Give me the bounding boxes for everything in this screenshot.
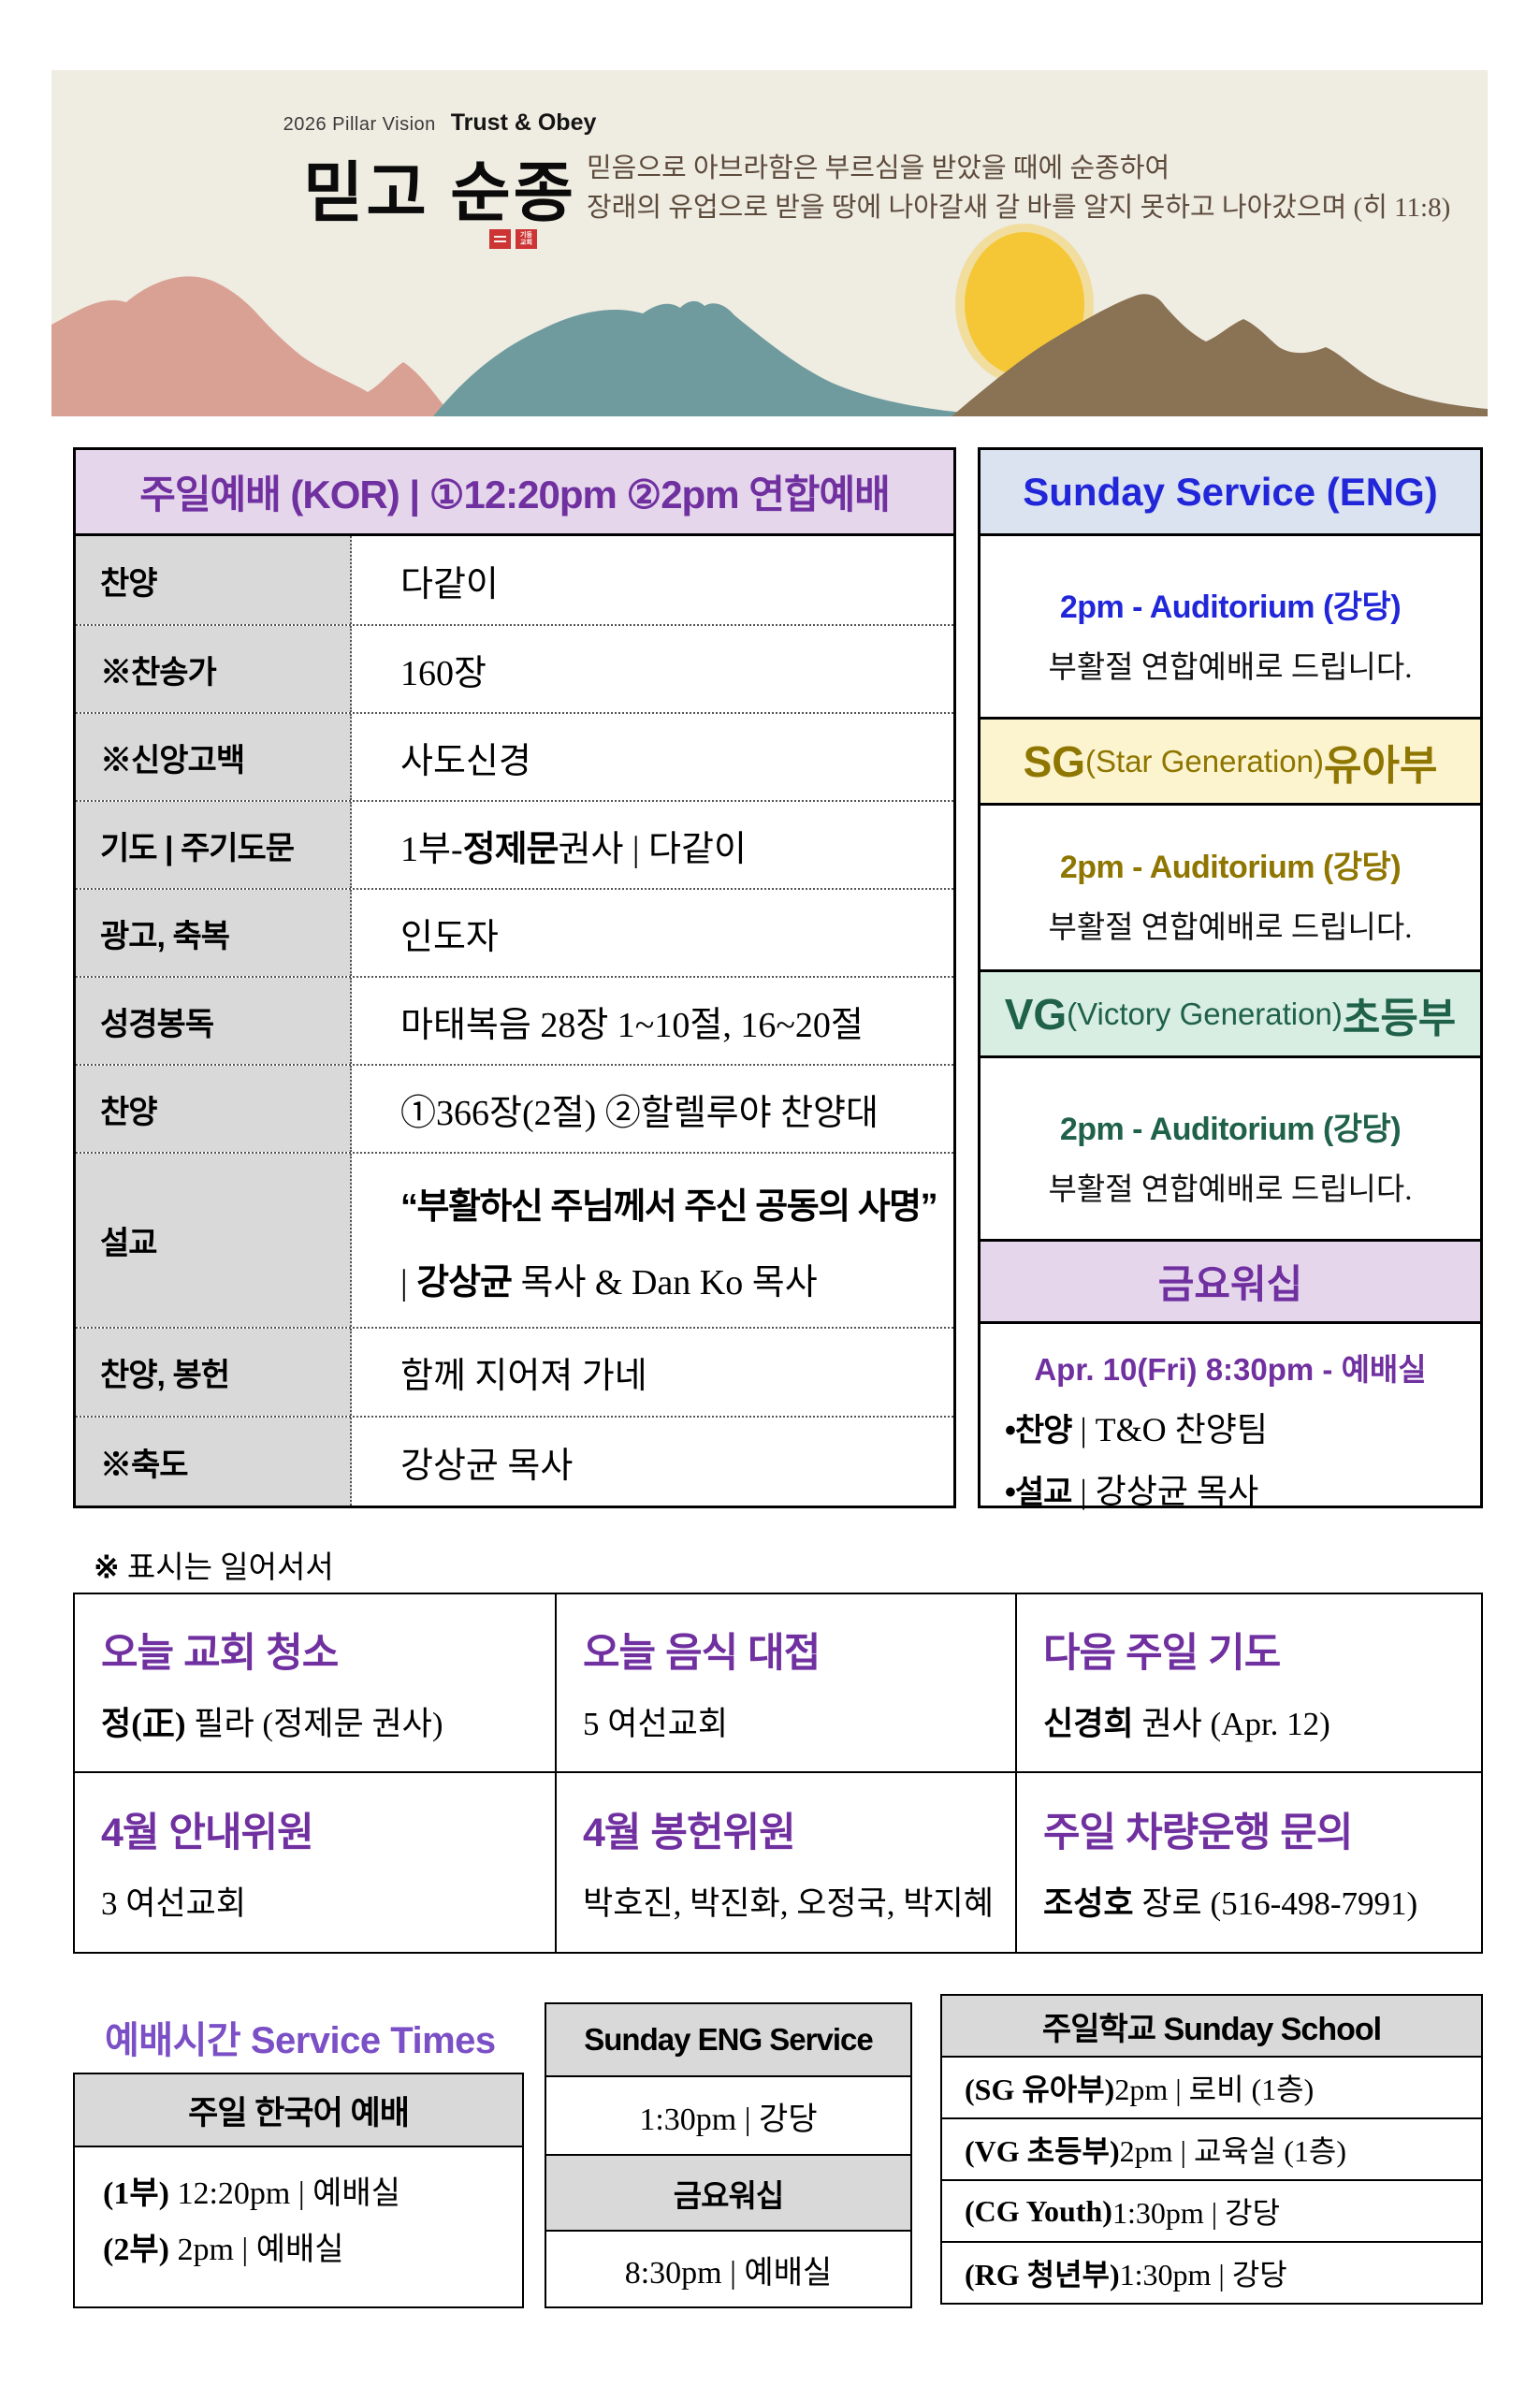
row-value: 강상균 목사	[400, 1446, 574, 1486]
row-label: ※축도	[76, 1418, 352, 1506]
eng-times-header: Sunday ENG Service	[546, 2004, 910, 2077]
row-value: 인도자	[400, 917, 499, 957]
row-value: 160장	[400, 653, 487, 693]
row-label: ※찬송가	[76, 626, 352, 712]
seal-stamp-church-icon: 기둥 교회	[516, 229, 537, 249]
banner: 2026 Pillar Vision Trust & Obey 믿고 순종 기둥…	[51, 70, 1488, 416]
friday-worship-body: Apr. 10(Fri) 8:30pm - 예배실 •찬양 | T&O 찬양팀 …	[981, 1324, 1480, 1513]
kor-times-table: 주일 한국어 예배 (1부) 12:20pm | 예배실 (2부) 2pm | …	[73, 2073, 524, 2308]
eng-times-table: Sunday ENG Service 1:30pm | 강당 금요워십 8:30…	[545, 2002, 912, 2308]
mountain-landscape-art	[51, 70, 1488, 416]
duty-cell-next-prayer: 다음 주일 기도 신경희 권사 (Apr. 12)	[1017, 1594, 1481, 1773]
church-logo-block: 2026 Pillar Vision Trust & Obey 믿고 순종	[281, 109, 599, 235]
vg-body: 2pm - Auditorium (강당) 부활절 연합예배로 드립니다.	[981, 1058, 1480, 1242]
friday-times-body: 8:30pm | 예배실	[624, 2255, 833, 2291]
sermon-value: “부활하신 주님께서 주신 공동의 사명” | 강상균 목사 & Dan Ko …	[352, 1154, 953, 1327]
row-value: 사도신경	[400, 741, 531, 781]
service-times-title: 예배시간 Service Times	[105, 2020, 496, 2061]
row-value: 함께 지어져 가네	[400, 1357, 647, 1396]
kor-times-row: (1부) 12:20pm | 예배실	[103, 2176, 400, 2211]
table-row: 찬양 다같이	[76, 536, 953, 624]
sermon-title: “부활하신 주님께서 주신 공동의 사명”	[400, 1186, 938, 1227]
row-label: 기도 | 주기도문	[76, 802, 352, 888]
table-row-sermon: 설교 “부활하신 주님께서 주신 공동의 사명” | 강상균 목사 & Dan …	[76, 1152, 953, 1327]
vg-note: 부활절 연합예배로 드립니다.	[1048, 1173, 1413, 1207]
kor-service-table: 주일예배 (KOR) | ①12:20pm ②2pm 연합예배 찬양 다같이 ※…	[73, 447, 956, 1508]
eng-service-time: 2pm - Auditorium (강당)	[1059, 589, 1402, 625]
table-row: ※찬송가 160장	[76, 624, 953, 712]
sunday-school-row: (CG Youth) 1:30pm | 강당	[942, 2179, 1481, 2241]
standing-footnote: ※ 표시는 일어서서	[94, 1549, 334, 1585]
duty-cell-transport: 주일 차량운행 문의 조성호 장로 (516-498-7991)	[1043, 1811, 1418, 1922]
kor-service-title: 주일예배 (KOR) | ①12:20pm ②2pm 연합예배	[76, 450, 953, 536]
row-value: 다같이	[400, 564, 499, 604]
sunday-school-row: (RG 청년부) 1:30pm | 강당	[942, 2241, 1481, 2303]
sg-header: SG (Star Generation) 유아부	[981, 720, 1480, 806]
table-row: ※축도 강상균 목사	[76, 1416, 953, 1506]
duty-table: 오늘 교회 청소 정(正) 필라 (정제문 권사) 오늘 음식 대접 5 여선교…	[73, 1593, 1483, 1954]
sg-body: 2pm - Auditorium (강당) 부활절 연합예배로 드립니다.	[981, 806, 1480, 972]
friday-times-header: 금요워십	[546, 2154, 910, 2232]
table-row: 찬양, 봉헌 함께 지어져 가네	[76, 1327, 953, 1416]
sunday-school-row: (VG 초등부) 2pm | 교육실 (1층)	[942, 2117, 1481, 2179]
sunday-school-table: 주일학교 Sunday School (SG 유아부) 2pm | 로비 (1층…	[940, 1994, 1483, 2305]
duty-cell-ushers: 4월 안내위원 3 여선교회	[75, 1773, 557, 1952]
scripture-verse: 믿음으로 아브라함은 부르심을 받았을 때에 순종하여 장래의 유업으로 받을 …	[587, 149, 1450, 227]
vision-year-label: 2026 Pillar Vision	[283, 114, 436, 135]
table-row: 성경봉독 마태복음 28장 1~10절, 16~20절	[76, 976, 953, 1064]
verse-line-1: 믿음으로 아브라함은 부르심을 받았을 때에 순종하여	[587, 153, 1170, 183]
row-value: 마태복음 28장 1~10절, 16~20절	[400, 1005, 864, 1045]
row-value: ①366장(2절) ②할렐루야 찬양대	[400, 1093, 879, 1133]
row-label: ※신앙고백	[76, 714, 352, 800]
row-value: 1부- 정제문 권사 | 다같이	[400, 829, 747, 869]
row-label: 찬양	[76, 536, 352, 624]
row-label: 찬양	[76, 1066, 352, 1152]
friday-schedule: Apr. 10(Fri) 8:30pm - 예배실	[1034, 1352, 1427, 1387]
table-row: ※신앙고백 사도신경	[76, 712, 953, 800]
table-row: 기도 | 주기도문 1부- 정제문 권사 | 다같이	[76, 800, 953, 888]
sunday-school-row: (SG 유아부) 2pm | 로비 (1층)	[965, 2073, 1315, 2106]
motto-label: Trust & Obey	[450, 109, 597, 136]
eng-times-body: 1:30pm | 강당	[639, 2102, 818, 2137]
friday-praise-item: •찬양 | T&O 찬양팀	[1005, 1411, 1269, 1448]
sg-note: 부활절 연합예배로 드립니다.	[1048, 911, 1413, 945]
dept-services-column: Sunday Service (ENG) 2pm - Auditorium (강…	[978, 447, 1483, 1510]
vg-header: VG (Victory Generation) 초등부	[981, 972, 1480, 1058]
eng-service-body: 2pm - Auditorium (강당) 부활절 연합예배로 드립니다.	[981, 536, 1480, 720]
row-label: 설교	[76, 1154, 352, 1327]
duty-cell-cleaning: 오늘 교회 청소 정(正) 필라 (정제문 권사)	[75, 1594, 557, 1773]
duty-cell-food: 오늘 음식 대접 5 여선교회	[557, 1594, 1017, 1773]
church-logo-text: 믿고 순종	[302, 156, 577, 229]
duty-cell-offering: 4월 봉헌위원 박호진, 박진화, 오정국, 박지혜	[557, 1773, 1017, 1952]
table-row: 찬양 ①366장(2절) ②할렐루야 찬양대	[76, 1064, 953, 1152]
seal-stamps: 기둥 교회	[489, 229, 537, 249]
kor-times-body: (1부) 12:20pm | 예배실 (2부) 2pm | 예배실	[75, 2147, 522, 2306]
verse-line-2: 장래의 유업으로 받을 땅에 나아갈새 갈 바를 알지 못하고 나아갔으며 (히…	[587, 193, 1451, 223]
kor-times-row: (2부) 2pm | 예배실	[103, 2233, 344, 2267]
sermon-preachers: | 강상균 목사 & Dan Ko 목사	[400, 1262, 818, 1302]
eng-service-header: Sunday Service (ENG)	[981, 450, 1480, 536]
vg-time: 2pm - Auditorium (강당)	[1059, 1112, 1402, 1147]
sg-time: 2pm - Auditorium (강당)	[1059, 850, 1402, 885]
eng-service-note: 부활절 연합예배로 드립니다.	[1048, 651, 1413, 685]
seal-stamp-icon	[489, 229, 511, 249]
table-row: 광고, 축복 인도자	[76, 888, 953, 976]
friday-worship-header: 금요워십	[981, 1242, 1480, 1324]
row-label: 찬양, 봉헌	[76, 1329, 352, 1416]
sunday-school-header: 주일학교 Sunday School	[942, 1996, 1481, 2058]
friday-sermon-item: •설교 | 강상균 목사	[1005, 1473, 1259, 1510]
row-label: 성경봉독	[76, 978, 352, 1064]
kor-times-header: 주일 한국어 예배	[75, 2074, 522, 2147]
row-label: 광고, 축복	[76, 890, 352, 976]
